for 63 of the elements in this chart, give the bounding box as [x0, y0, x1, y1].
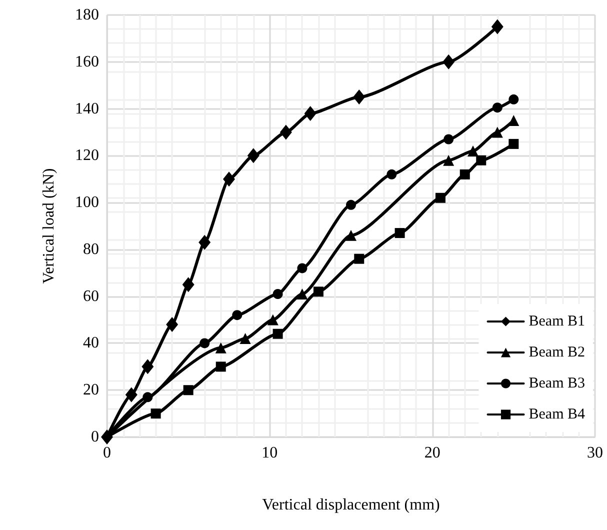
point — [313, 286, 324, 297]
point — [508, 115, 520, 126]
point — [442, 54, 455, 70]
point — [198, 234, 211, 250]
point — [267, 314, 278, 326]
point — [142, 359, 154, 374]
x-tick-label: 10 — [262, 444, 278, 462]
point — [435, 192, 446, 203]
point — [353, 90, 366, 105]
point — [150, 408, 161, 419]
legend-label: Beam B1 — [528, 314, 586, 330]
point — [247, 148, 260, 164]
point — [508, 94, 519, 104]
point — [394, 228, 405, 238]
y-tick-label: 140 — [75, 100, 99, 118]
point — [346, 200, 356, 210]
legend-label: Beam B3 — [528, 376, 586, 392]
point — [386, 169, 397, 180]
legend-label: Beam B4 — [528, 406, 586, 422]
y-tick-label: 180 — [75, 6, 99, 24]
point — [508, 138, 519, 149]
x-tick-label: 20 — [424, 444, 440, 462]
point — [272, 288, 283, 299]
point — [346, 230, 356, 241]
point — [443, 154, 454, 166]
y-tick-label: 40 — [83, 334, 99, 352]
y-axis-title: Vertical load (kN) — [40, 168, 58, 284]
point — [142, 392, 153, 402]
y-tick-label: 20 — [83, 382, 99, 399]
point — [444, 134, 454, 144]
point — [460, 169, 470, 180]
point — [468, 145, 478, 156]
point — [200, 338, 210, 348]
point — [491, 19, 504, 34]
legend-label: Beam B2 — [528, 344, 586, 360]
y-tick-label: 100 — [75, 194, 99, 212]
point — [272, 328, 283, 339]
point — [492, 126, 503, 138]
point — [101, 430, 113, 444]
y-tick-label: 0 — [91, 428, 99, 446]
x-tick-label: 0 — [103, 444, 111, 462]
y-tick-label: 80 — [83, 240, 99, 258]
point — [182, 277, 194, 292]
point — [492, 102, 502, 113]
y-tick-label: 120 — [75, 147, 99, 164]
y-tick-label: 60 — [83, 288, 99, 305]
point — [240, 333, 251, 344]
point — [280, 124, 292, 140]
point — [216, 362, 226, 372]
point — [125, 387, 138, 402]
x-tick-label: 30 — [587, 444, 603, 462]
point — [304, 106, 316, 121]
point — [296, 288, 308, 300]
point — [354, 254, 364, 264]
point — [166, 316, 178, 332]
point — [476, 155, 486, 166]
point — [223, 172, 235, 187]
point — [215, 342, 226, 354]
x-axis-title: Vertical displacement (mm) — [262, 496, 440, 514]
y-tick-label: 160 — [75, 53, 99, 70]
point — [297, 263, 308, 274]
point — [183, 385, 194, 396]
point — [232, 310, 242, 320]
